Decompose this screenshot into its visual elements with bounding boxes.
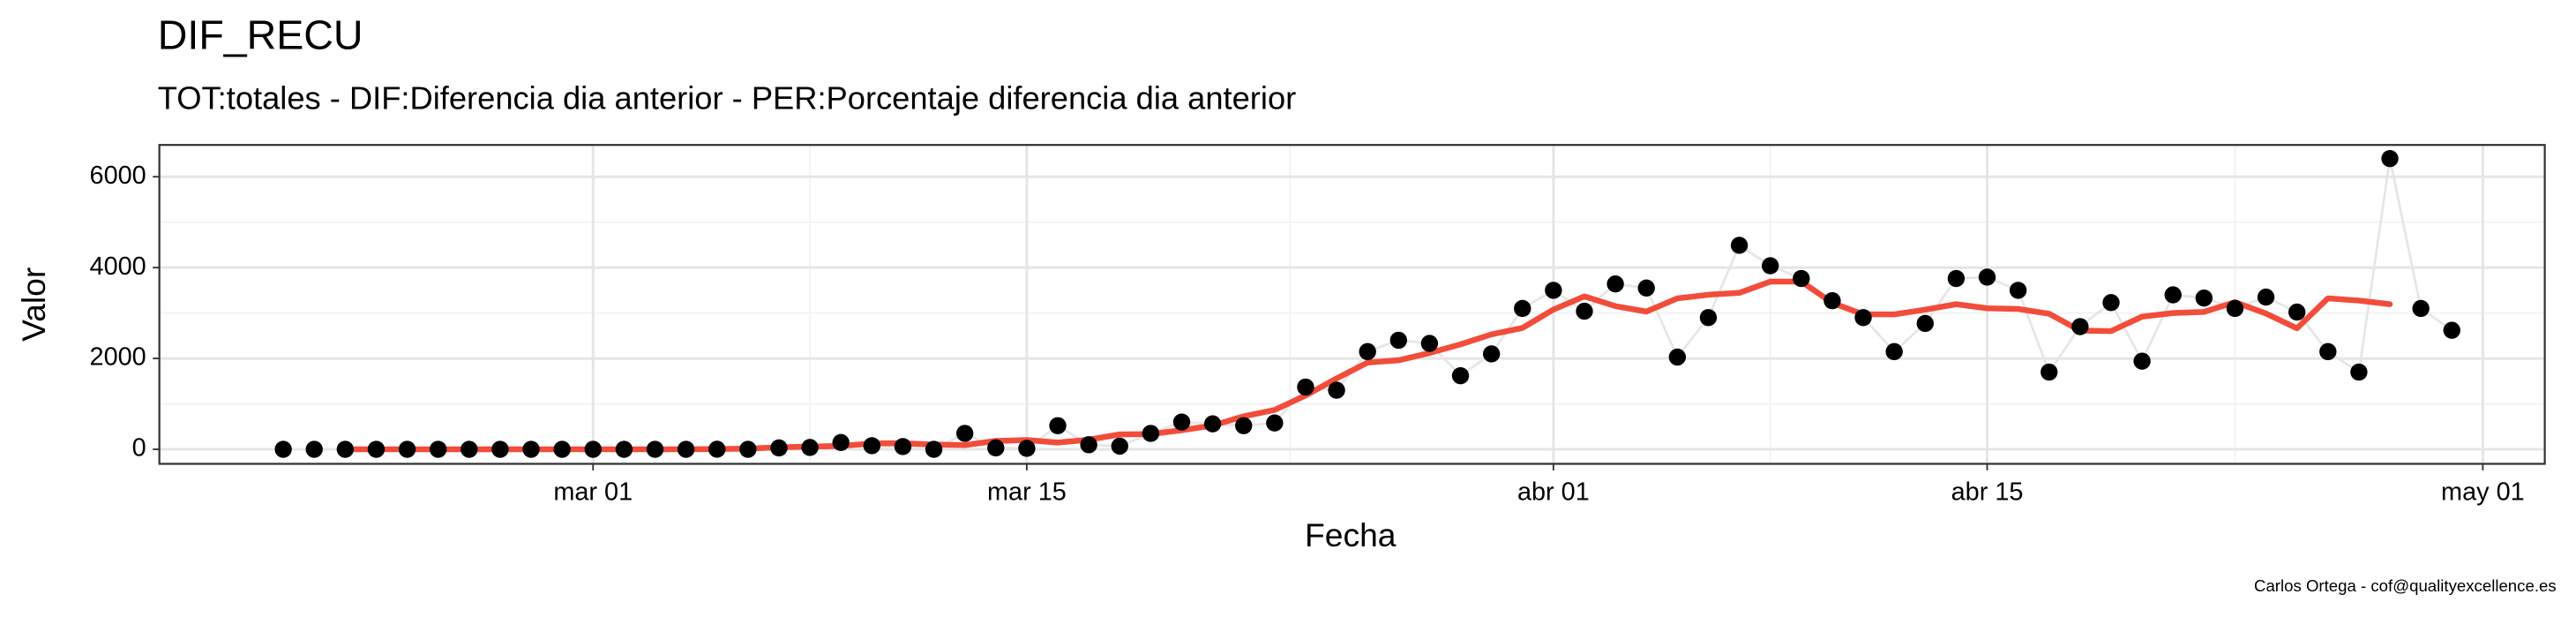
point <box>1668 348 1687 366</box>
point <box>1885 342 1903 361</box>
point <box>1916 314 1934 333</box>
x-tick-label: mar 15 <box>987 478 1067 507</box>
caption: Carlos Ortega - cof@qualityexcellence.es <box>2254 576 2557 595</box>
point <box>1359 342 1376 361</box>
point <box>305 440 323 458</box>
point <box>2226 299 2244 318</box>
point <box>770 439 788 457</box>
point <box>1576 302 1593 320</box>
point <box>1947 269 1966 288</box>
point <box>553 440 571 458</box>
point <box>1978 268 1996 286</box>
y-axis-label: Valor <box>15 267 52 342</box>
point <box>1545 282 1562 299</box>
x-axis-label: Fecha <box>1305 516 1397 553</box>
y-tick-label: 4000 <box>90 252 146 281</box>
point <box>1235 417 1253 434</box>
point <box>1854 309 1872 327</box>
point <box>1762 257 1779 275</box>
point <box>2102 294 2120 312</box>
point <box>336 440 355 458</box>
point <box>2412 299 2430 318</box>
point <box>1111 437 1128 455</box>
point <box>1823 292 1841 310</box>
point <box>832 433 850 451</box>
point <box>1451 366 1470 385</box>
point <box>1049 417 1067 434</box>
point <box>2350 363 2368 381</box>
x-tick-label: abr 01 <box>1517 478 1590 507</box>
point <box>2071 318 2089 335</box>
point <box>1080 436 1097 454</box>
point <box>1142 425 1160 442</box>
point <box>1482 345 1501 363</box>
point <box>1420 335 1439 352</box>
y-tick-label: 0 <box>132 434 146 463</box>
point <box>1514 299 1531 318</box>
point <box>461 440 478 458</box>
point <box>367 440 386 458</box>
point <box>863 437 881 455</box>
point <box>2164 286 2182 304</box>
point <box>2288 303 2306 321</box>
point <box>2133 352 2151 370</box>
point <box>398 440 416 458</box>
panel-border <box>158 144 2546 465</box>
point <box>430 440 447 458</box>
point <box>1266 414 1284 432</box>
point <box>1606 275 1624 293</box>
point <box>1018 440 1036 457</box>
point <box>1172 413 1191 431</box>
point <box>2009 282 2027 299</box>
point <box>894 438 912 455</box>
point <box>1328 381 1345 399</box>
point <box>955 425 974 442</box>
point <box>677 440 695 458</box>
point <box>2257 288 2275 306</box>
point <box>801 439 819 456</box>
point <box>522 440 540 458</box>
chart-title: DIF_RECU <box>158 11 363 57</box>
point <box>925 440 943 458</box>
point <box>2443 321 2460 339</box>
point <box>2041 363 2058 381</box>
point <box>1637 279 1655 297</box>
point <box>584 440 602 458</box>
point <box>739 440 757 458</box>
y-tick-label: 6000 <box>90 162 146 190</box>
point <box>2319 342 2337 361</box>
chart-subtitle: TOT:totales - DIF:Diferencia dia anterio… <box>158 80 1296 117</box>
point <box>1297 378 1314 396</box>
point <box>1699 309 1718 327</box>
y-tick-label: 2000 <box>90 343 146 372</box>
point <box>1203 415 1222 433</box>
point <box>2381 149 2399 168</box>
point <box>1793 269 1810 288</box>
point <box>1730 237 1749 254</box>
point <box>615 440 633 458</box>
point <box>491 440 509 458</box>
x-tick-label: abr 15 <box>1951 478 2024 507</box>
point <box>646 440 664 458</box>
point <box>708 440 726 458</box>
point <box>1389 331 1407 350</box>
x-tick-label: mar 01 <box>553 478 633 507</box>
point <box>987 439 1005 457</box>
x-tick-label: may 01 <box>2441 478 2525 507</box>
point <box>274 440 292 458</box>
point <box>2195 289 2213 307</box>
